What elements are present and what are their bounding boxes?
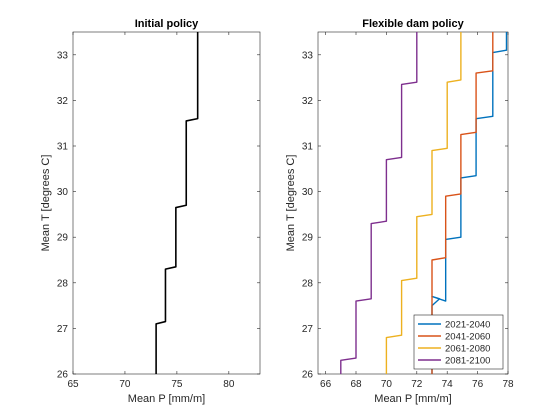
y-tick-label: 33 bbox=[302, 50, 314, 61]
chart-title: Flexible dam policy bbox=[362, 18, 464, 30]
x-tick-label: 70 bbox=[119, 379, 131, 390]
x-tick-label: 80 bbox=[223, 379, 235, 390]
y-axis-label: Mean T [degrees C] bbox=[40, 155, 52, 252]
legend-label: 2021-2040 bbox=[445, 320, 490, 331]
y-tick-label: 31 bbox=[57, 142, 69, 153]
x-tick-label: 66 bbox=[320, 379, 332, 390]
chart-panel-1: 65 70 75 80 26 27 28 29 30 31 32 33 Initial policy Me… bbox=[40, 18, 261, 405]
series-group bbox=[340, 32, 508, 374]
legend-label: 2061-2080 bbox=[445, 344, 490, 355]
x-tick-label: 70 bbox=[381, 379, 393, 390]
y-tick-label: 30 bbox=[302, 187, 314, 198]
y-tick-label: 26 bbox=[302, 370, 314, 381]
series-line-2081-2100 bbox=[340, 32, 418, 374]
y-tick-label: 27 bbox=[302, 324, 314, 335]
y-tick-label: 29 bbox=[302, 233, 314, 244]
y-tick-label: 27 bbox=[57, 324, 69, 335]
y-tick-label: 30 bbox=[57, 187, 69, 198]
x-tick-label: 78 bbox=[502, 379, 514, 390]
y-axis-label: Mean T [degrees C] bbox=[285, 155, 297, 252]
x-tick-label: 75 bbox=[171, 379, 183, 390]
y-tick-label: 28 bbox=[302, 278, 314, 289]
series-line-2061-2080 bbox=[385, 32, 462, 374]
chart-title: Initial policy bbox=[135, 18, 199, 30]
legend-label: 2041-2060 bbox=[445, 332, 490, 343]
y-tick-label: 33 bbox=[57, 50, 69, 61]
x-tick-label: 74 bbox=[442, 379, 454, 390]
y-tick-label: 29 bbox=[57, 233, 69, 244]
series-line-1 bbox=[155, 32, 199, 374]
x-tick-label: 76 bbox=[472, 379, 484, 390]
y-tick-label: 32 bbox=[57, 96, 69, 107]
series-group bbox=[155, 32, 199, 374]
legend-label: 2081-2100 bbox=[445, 356, 490, 367]
y-tick-label: 32 bbox=[302, 96, 314, 107]
x-axis-label: Mean P [mm/m] bbox=[374, 393, 451, 405]
x-tick-label: 68 bbox=[350, 379, 362, 390]
x-tick-label: 72 bbox=[411, 379, 423, 390]
y-tick-label: 26 bbox=[57, 370, 69, 381]
x-tick-label: 65 bbox=[67, 379, 79, 390]
chart-panel-2: 66 68 70 72 74 76 78 26 27 28 29 30 31 32 33 Flexible d… bbox=[285, 18, 514, 405]
plot-area bbox=[72, 31, 261, 375]
y-tick-label: 31 bbox=[302, 142, 314, 153]
series-line-2041-2060 bbox=[431, 32, 494, 374]
x-axis-label: Mean P [mm/m] bbox=[128, 393, 205, 405]
y-tick-label: 28 bbox=[57, 278, 69, 289]
